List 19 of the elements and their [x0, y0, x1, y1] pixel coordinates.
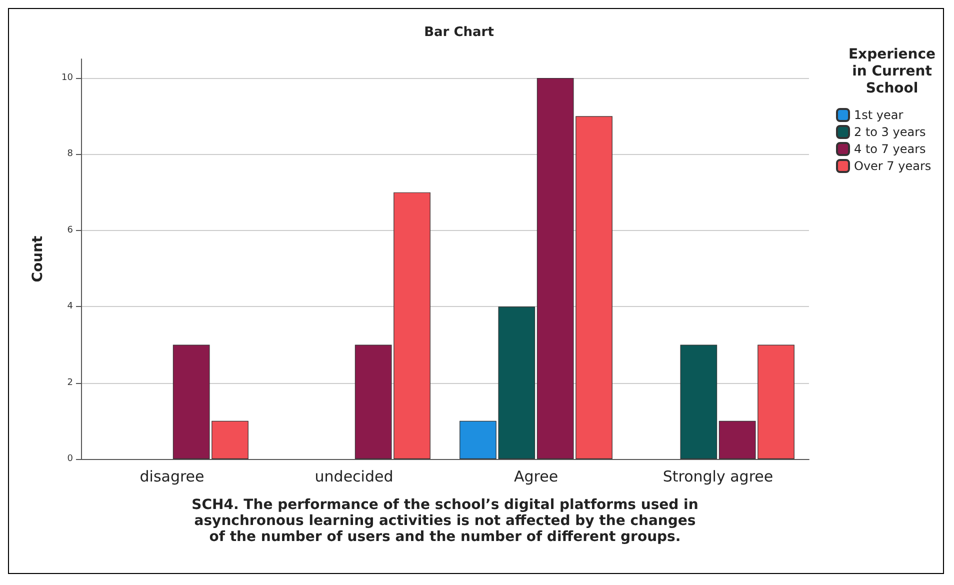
legend-label: 1st year — [854, 108, 904, 122]
bar — [680, 344, 718, 459]
y-axis-title: Count — [30, 235, 46, 282]
legend-title: Experience in Current School — [848, 46, 936, 96]
x-tick-label: Strongly agree — [662, 468, 774, 486]
legend-label: Over 7 years — [854, 159, 932, 173]
y-tick-label: 6 — [67, 225, 74, 236]
legend-label: 4 to 7 years — [854, 142, 926, 156]
x-axis-title: SCH4. The performance of the school’s digital platforms used in asynchronous learning activities is not affected by the changes of the number of users and the number of different groups. — [192, 497, 698, 545]
legend-label: 2 to 3 years — [854, 125, 926, 139]
y-tick-label: 0 — [67, 454, 74, 464]
y-tick-label: 4 — [67, 302, 74, 312]
y-tick-label: 2 — [67, 378, 73, 388]
x-tick-label: disagree — [140, 468, 204, 486]
y-tick-label: 10 — [62, 73, 74, 84]
chart-title: Bar Chart — [424, 25, 494, 40]
x-tick-label: Agree — [514, 468, 558, 486]
y-tick-label: 8 — [67, 149, 74, 160]
x-tick-label: undecided — [314, 468, 394, 486]
